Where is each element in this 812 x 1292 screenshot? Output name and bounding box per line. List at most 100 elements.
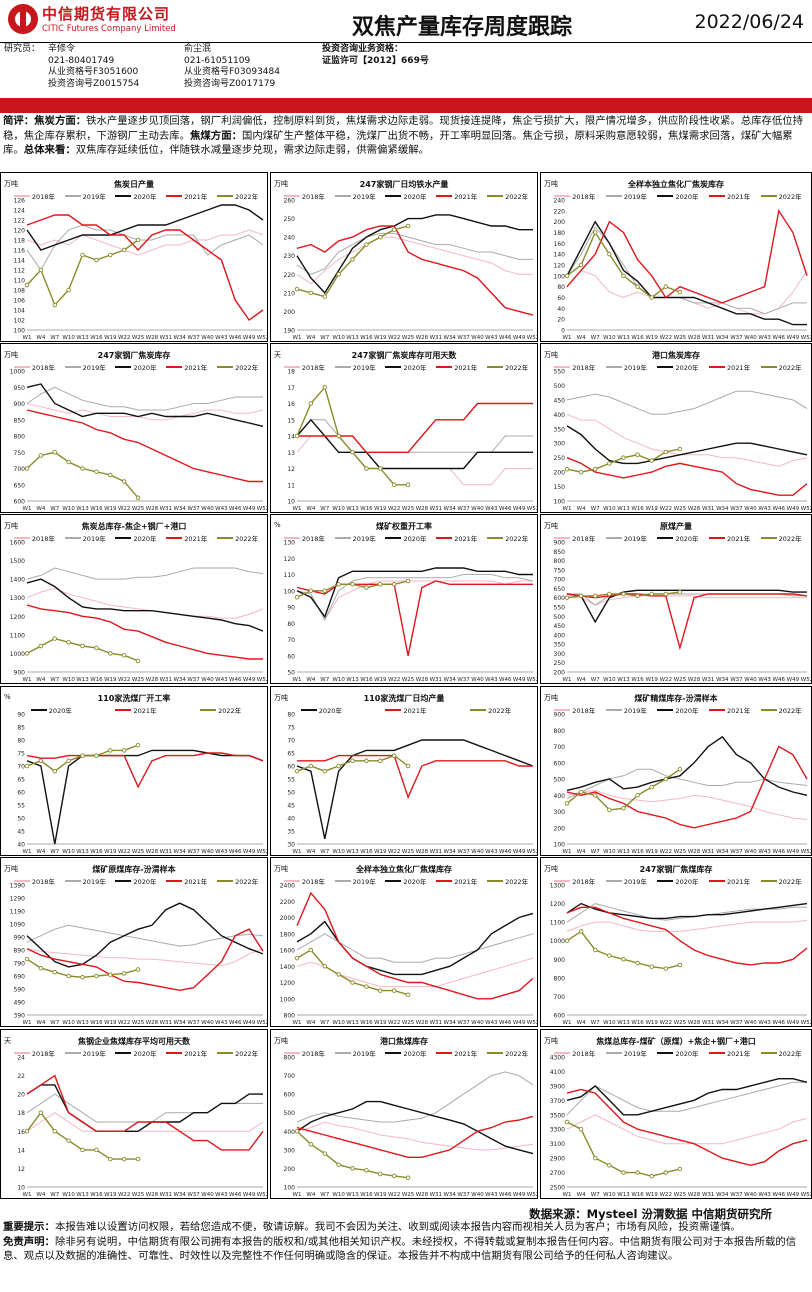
x-tick-label: W43 <box>485 506 498 512</box>
chart-legend: 2018年 2019年 2020年 2021年 2022年 <box>279 876 533 886</box>
x-tick-label: W52 <box>801 849 812 855</box>
chart-title: 全样本独立焦化厂焦煤库存 <box>356 865 452 874</box>
series-line-y2020 <box>566 589 807 624</box>
data-point-2022 <box>649 458 654 463</box>
red-banner <box>0 98 812 113</box>
report-date: 2022/06/24 <box>694 11 804 33</box>
data-point-2022 <box>80 643 85 649</box>
x-tick-label: W49 <box>513 677 526 683</box>
researcher-2-cert2: 投资咨询号Z0017179 <box>184 78 276 89</box>
data-point-2022 <box>108 472 113 478</box>
x-tick-label: W4 <box>306 849 315 855</box>
x-tick-label: W37 <box>187 1192 200 1198</box>
chart-legend: 2018年 2019年 2020年 2021年 2022年 <box>549 1048 807 1058</box>
data-point-2022 <box>391 753 397 758</box>
x-tick-label: W34 <box>173 849 186 855</box>
legend-swatch <box>166 195 183 197</box>
x-tick-label: W22 <box>660 1192 672 1198</box>
chart-legend: 2018年 2019年 2020年 2021年 2022年 <box>9 876 263 886</box>
data-point-2022 <box>121 748 127 753</box>
x-tick-label: W43 <box>485 335 498 341</box>
series-line-y2020 <box>26 749 264 845</box>
y-tick-label: 1200 <box>10 614 25 621</box>
chart-unit: 万吨 <box>274 180 288 188</box>
x-tick-label: W19 <box>645 506 658 512</box>
series-line-y2019 <box>566 226 807 315</box>
y-tick-label: 650 <box>554 586 566 593</box>
chart-title: 110家洗煤厂开工率 <box>97 694 171 703</box>
x-tick-label: W40 <box>201 335 214 341</box>
y-tick-label: 500 <box>554 614 566 621</box>
legend-swatch <box>605 1052 622 1054</box>
data-point-2022 <box>649 784 654 790</box>
data-point-2022 <box>336 433 341 439</box>
legend-item: 2018年 <box>554 705 595 715</box>
x-tick-label: W40 <box>201 1192 214 1198</box>
y-tick-label: 12 <box>17 1166 25 1173</box>
x-tick-label: W37 <box>457 1020 470 1026</box>
y-tick-label: 55 <box>287 777 295 784</box>
y-tick-label: 100 <box>554 273 566 280</box>
legend-item: 2020年 <box>657 1048 699 1058</box>
x-tick-label: W19 <box>104 1192 117 1198</box>
y-tick-label: 220 <box>284 272 296 279</box>
x-tick-label: W10 <box>332 849 345 855</box>
x-tick-label: W52 <box>527 1192 538 1198</box>
x-tick-label: W34 <box>443 1020 456 1026</box>
x-tick-label: W7 <box>320 335 329 341</box>
y-tick-label: 900 <box>554 540 566 547</box>
x-tick-label: W4 <box>577 677 586 683</box>
x-tick-label: W10 <box>603 849 616 855</box>
x-tick-label: W25 <box>132 1020 145 1026</box>
y-tick-label: 60 <box>287 653 295 660</box>
data-point-2022 <box>336 1162 341 1167</box>
legend-item: 2018年 <box>554 1048 595 1058</box>
researcher-1: 辛修令 021-80401749 从业资格号F3051600 投资咨询号Z001… <box>48 44 139 90</box>
x-tick-label: W1 <box>563 849 572 855</box>
legend-swatch <box>115 709 132 711</box>
data-point-2022 <box>391 482 397 487</box>
data-point-2022 <box>108 972 113 977</box>
x-tick-label: W52 <box>527 677 538 683</box>
data-point-2022 <box>308 1142 314 1147</box>
legend-swatch <box>334 195 351 197</box>
x-tick-label: W49 <box>787 506 800 512</box>
y-tick-label: 1000 <box>550 938 565 945</box>
x-tick-label: W37 <box>730 1192 743 1198</box>
y-tick-label: 40 <box>287 816 295 823</box>
legend-item: 2022年 <box>487 1048 528 1058</box>
legend-swatch <box>760 366 777 368</box>
x-tick-label: W31 <box>160 677 172 683</box>
data-point-2022 <box>24 763 30 769</box>
data-point-2022 <box>66 287 71 293</box>
y-tick-label: 18 <box>17 1110 25 1117</box>
legend-swatch <box>64 366 81 368</box>
x-tick-label: W4 <box>36 1192 45 1198</box>
x-tick-label: W19 <box>104 1020 117 1026</box>
y-tick-label: 400 <box>554 793 566 800</box>
y-tick-label: 250 <box>554 455 566 462</box>
y-tick-label: 50 <box>287 670 295 677</box>
x-tick-label: W25 <box>132 1192 145 1198</box>
x-tick-label: W40 <box>471 1192 484 1198</box>
y-tick-label: 4100 <box>550 1069 565 1076</box>
y-tick-label: 700 <box>554 994 566 1001</box>
x-tick-label: W31 <box>160 849 172 855</box>
y-tick-label: 120 <box>554 263 566 270</box>
legend-swatch <box>13 366 30 368</box>
y-tick-label: 650 <box>14 482 26 489</box>
chart-svg: 800 1000 1200 1400 1600 1800 2000 2200 2400 W1 W4 W… <box>280 883 537 1027</box>
legend-item: 2022年 <box>487 362 528 372</box>
data-point-2022 <box>663 591 669 597</box>
x-tick-label: W49 <box>243 1192 256 1198</box>
qualification: 投资咨询业务资格： 证监许可【2012】669号 <box>322 44 429 67</box>
data-point-2022 <box>663 449 669 455</box>
chart-panel: 全样本独立焦化厂焦炭库存 万吨 2018年 2019年 2020年 2021年 2022年 0… <box>540 172 812 342</box>
data-point-2022 <box>24 282 30 288</box>
data-point-2022 <box>391 227 397 232</box>
y-tick-label: 16 <box>287 401 295 408</box>
y-tick-label: 110 <box>14 278 26 285</box>
y-tick-label: 60 <box>557 295 565 302</box>
x-tick-label: W34 <box>173 506 186 512</box>
y-tick-label: 130 <box>284 540 296 547</box>
